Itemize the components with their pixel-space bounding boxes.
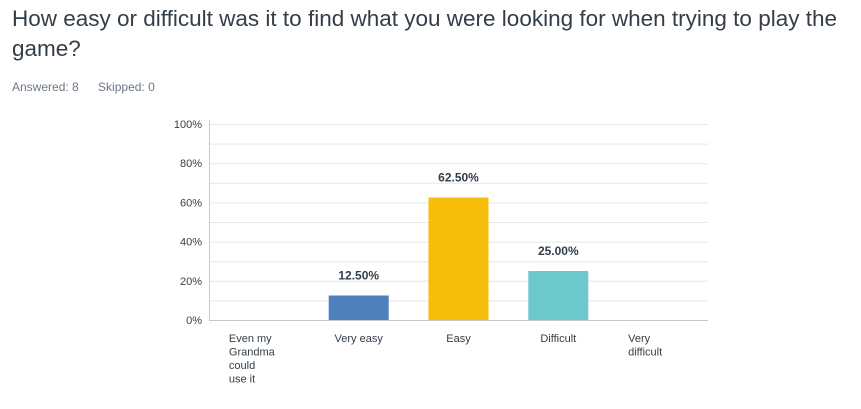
x-category-label: Very easy [335,333,384,345]
y-tick-label: 100% [174,119,202,131]
y-axis-ticks: 100% 80% 60% 40% 20% 0% [174,119,202,327]
x-category-label: Easy [446,333,471,345]
y-tick-label: 0% [186,315,202,327]
bar-value-label: 62.50% [438,171,479,185]
y-tick-label: 60% [180,197,202,209]
chart-bars [328,197,589,321]
y-tick-label: 40% [180,237,202,249]
x-category-label: Very difficult [628,333,662,359]
y-tick-label: 80% [180,158,202,170]
x-category-label: Difficult [540,333,576,345]
y-tick-label: 20% [180,276,202,288]
bar-value-label: 12.50% [338,269,379,283]
bar[interactable] [528,271,589,320]
skipped-count: Skipped: 0 [98,80,155,94]
x-category-label: Even my Grandma could use it [229,333,276,386]
bar[interactable] [328,295,389,321]
question-title: How easy or difficult was it to find wha… [12,6,837,61]
chart-data-labels: 12.50% 62.50% 25.00% [338,171,579,283]
x-axis-categories: Even my Grandma could use it Very easy Easy Di… [229,333,662,386]
answered-count: Answered: 8 [12,80,79,94]
bar[interactable] [428,197,489,321]
bar-value-label: 25.00% [538,244,579,258]
response-stats: Answered: 8 Skipped: 0 [12,80,171,94]
